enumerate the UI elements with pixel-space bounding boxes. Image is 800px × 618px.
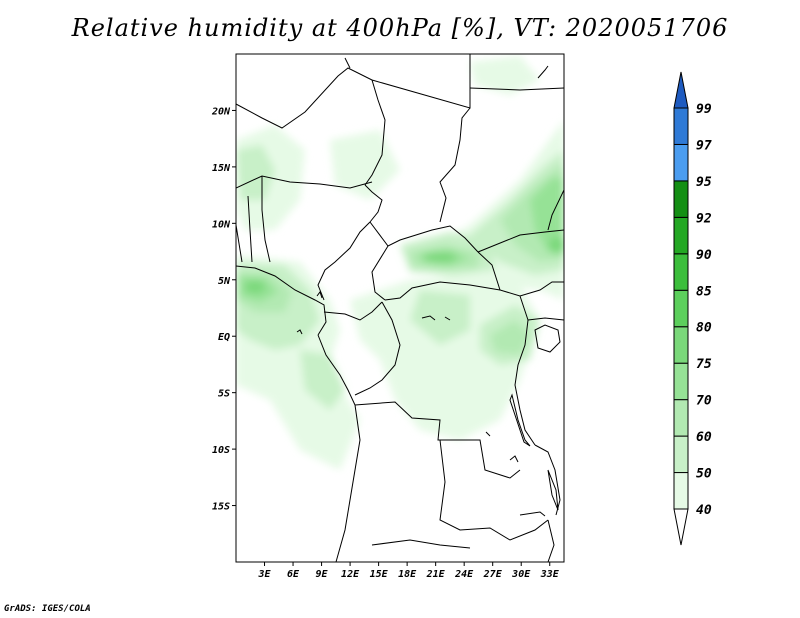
lon-tick-label: 27E (483, 569, 503, 580)
colorbar-label: 80 (696, 321, 712, 336)
colorbar: 40 50 60 70 75 80 85 90 92 95 97 99 (673, 71, 712, 546)
lat-tick-label: 10N (212, 219, 231, 230)
colorbar-label: 40 (696, 503, 712, 518)
lon-tick-label: 24E (454, 569, 474, 580)
grads-credit: GrADS: IGES/COLA (4, 604, 91, 614)
colorbar-label: 60 (696, 430, 712, 445)
colorbar-label: 85 (696, 284, 712, 299)
country-borders (236, 54, 564, 562)
colorbar-label: 50 (696, 467, 712, 482)
rh-70-region-east (490, 320, 530, 355)
chart-title: Relative humidity at 400hPa [%], VT: 202… (71, 14, 729, 42)
colorbar-label: 75 (696, 357, 712, 372)
lon-tick-label: 33E (540, 569, 560, 580)
colorbar-label: 90 (696, 248, 712, 263)
colorbar-box (673, 435, 689, 474)
rh-60-region-central (410, 290, 470, 345)
colorbar-box (673, 143, 689, 182)
lon-tick-label: 15E (370, 569, 389, 580)
rh-60-region-south-west (300, 350, 345, 410)
rh-50-region-top-right (470, 56, 540, 95)
colorbar-box (673, 216, 689, 255)
colorbar-bottom-triangle (673, 508, 689, 546)
lon-tick-label: 9E (316, 569, 329, 580)
lon-tick-label: 12E (341, 569, 360, 580)
colorbar-box (673, 362, 689, 401)
lat-tick-label: 5S (218, 389, 230, 400)
colorbar-label: 92 (696, 211, 712, 226)
colorbar-label: 99 (696, 102, 712, 117)
lat-tick-label: EQ (218, 332, 230, 343)
lat-tick-label: 15N (212, 163, 231, 174)
colorbar-box (673, 289, 689, 328)
lat-tick-label: 15S (212, 502, 230, 513)
colorbar-label: 97 (696, 138, 712, 153)
colorbar-box (673, 472, 689, 510)
rh-80-spot-central (424, 252, 456, 262)
longitude-axis: 3E 6E 9E 12E 15E 18E 21E 24E 27E 30E 33E (257, 562, 560, 580)
colorbar-box (673, 253, 689, 291)
colorbar-box (673, 326, 689, 364)
lakes (296, 290, 546, 517)
lon-tick-label: 21E (426, 569, 446, 580)
rh-75-region-northeast (530, 178, 564, 255)
colorbar-top-triangle (673, 71, 689, 109)
colorbar-box (673, 180, 689, 218)
lon-tick-label: 3E (257, 569, 271, 580)
lat-tick-label: 5N (218, 276, 231, 287)
rh-80-spot-west (245, 281, 265, 293)
lon-tick-label: 18E (398, 569, 417, 580)
latitude-axis: 20N 15N 10N 5N EQ 5S 10S 15S (211, 106, 236, 513)
colorbar-box (673, 399, 689, 437)
lat-tick-label: 10S (212, 445, 230, 456)
rh-80-spot-east (549, 237, 564, 253)
rh-50-region-central (350, 275, 540, 440)
colorbar-label: 70 (696, 394, 712, 409)
lon-tick-label: 6E (287, 569, 300, 580)
rh-60-region-northwest (236, 145, 275, 200)
lat-tick-label: 20N (211, 106, 231, 117)
colorbar-label: 95 (696, 175, 712, 190)
map-frame (235, 53, 565, 563)
colorbar-box (673, 107, 689, 145)
lon-tick-label: 30E (511, 569, 531, 580)
